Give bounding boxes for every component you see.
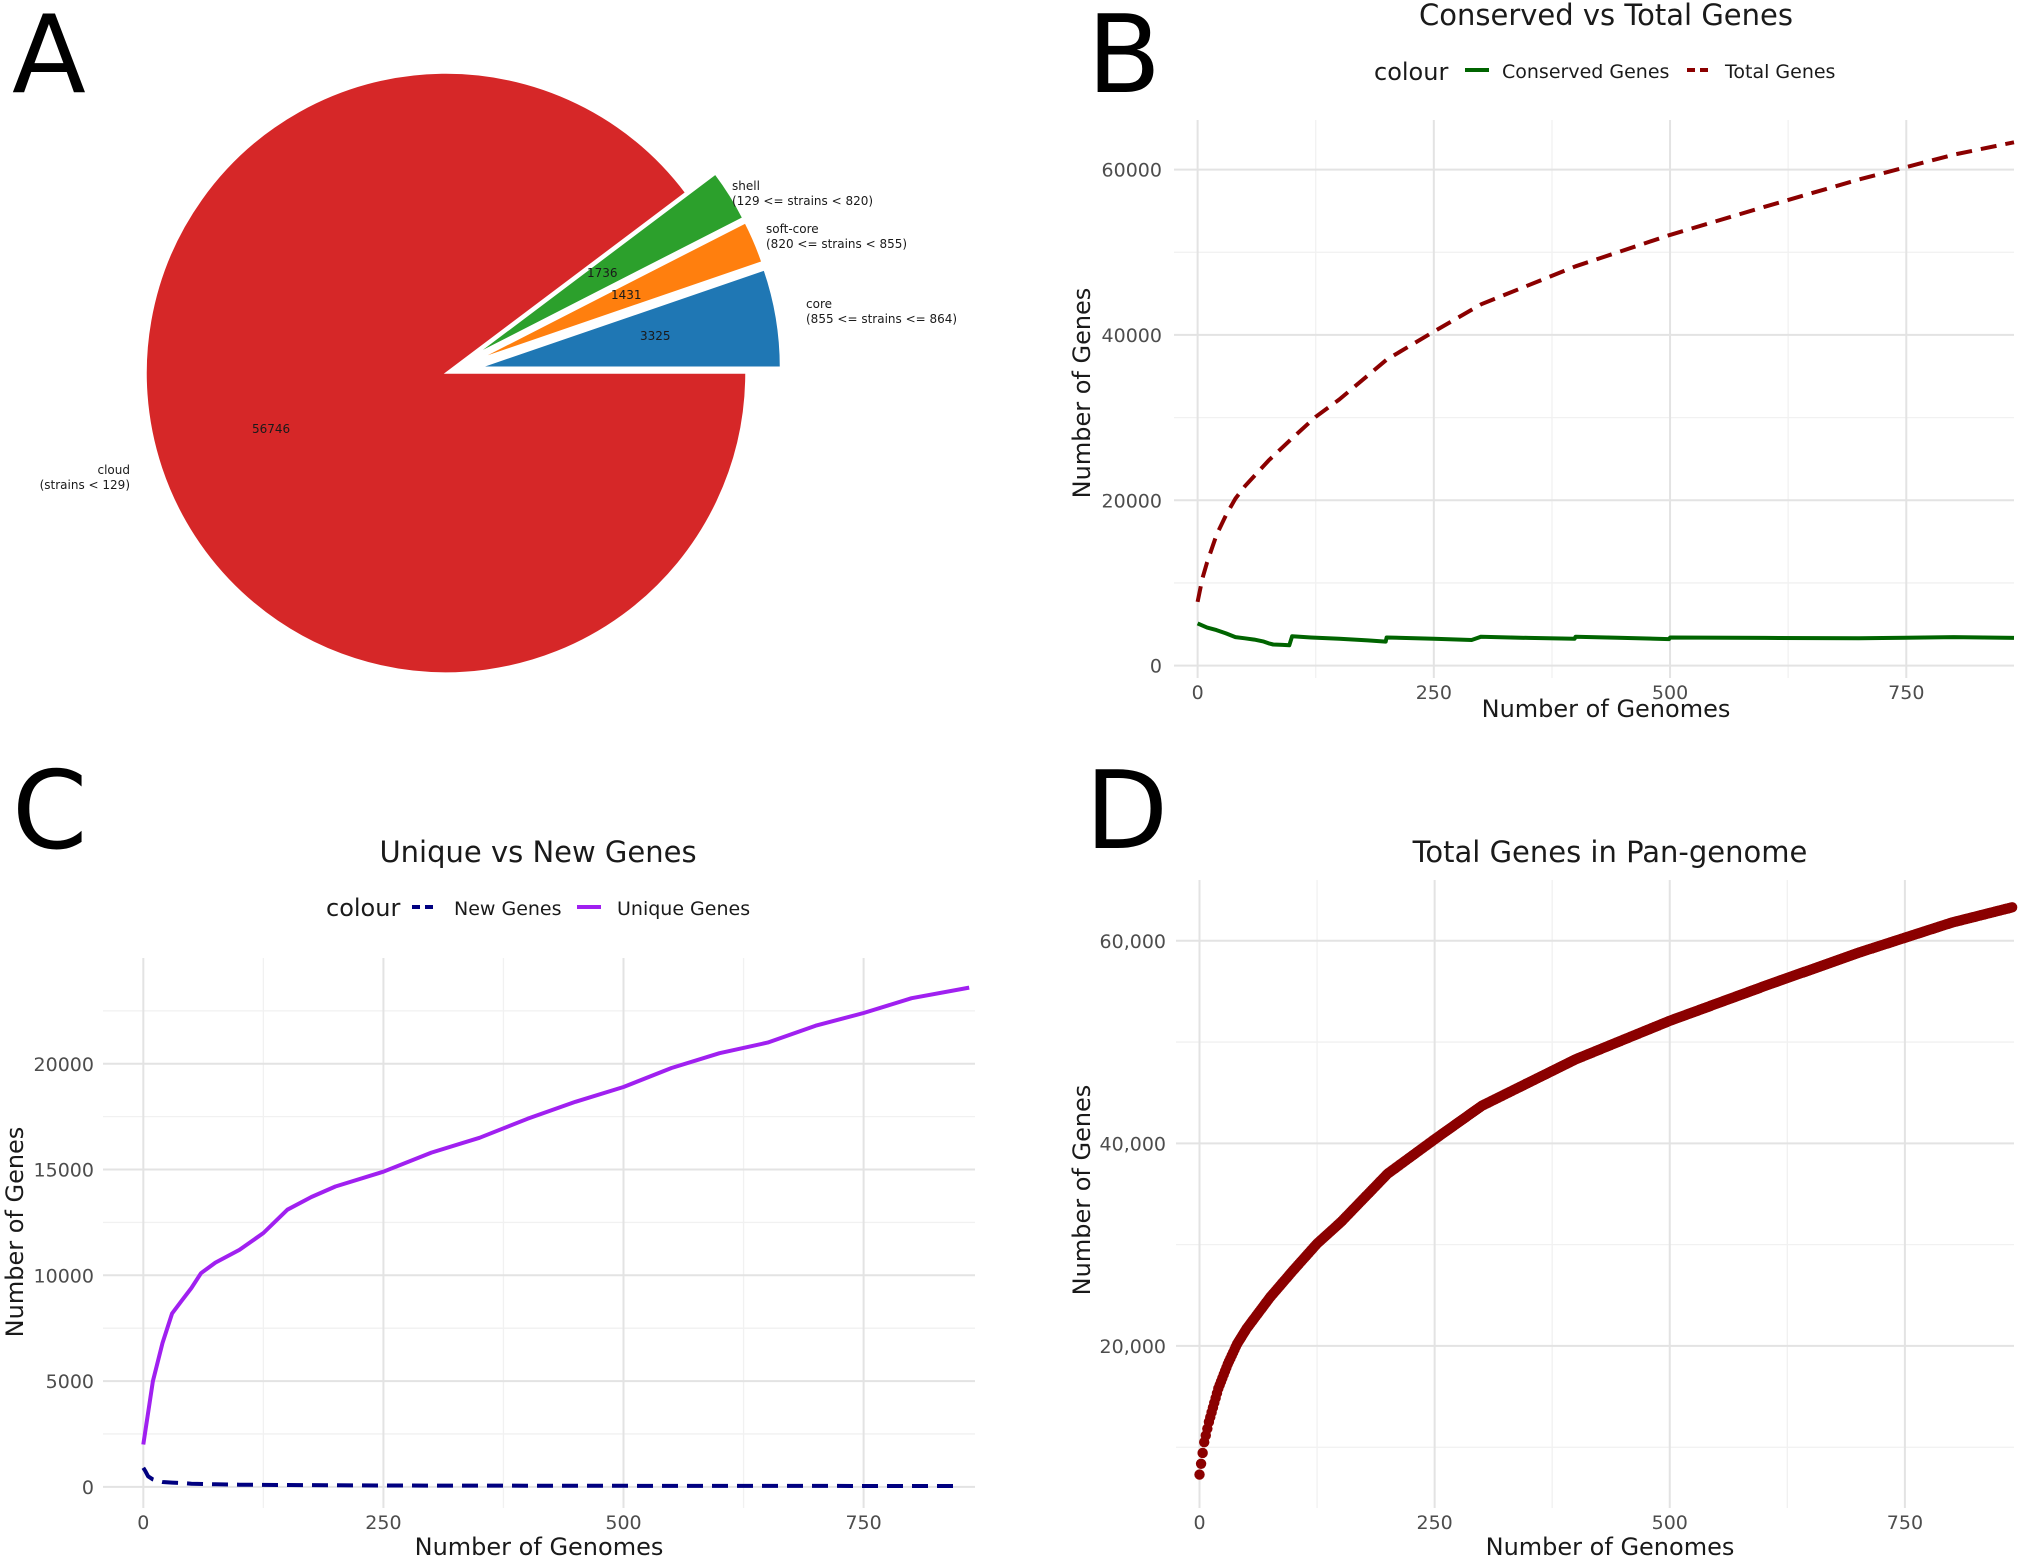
x-tick-label: 0 (1192, 682, 1204, 704)
legend-title-b: colour (1374, 58, 1448, 86)
x-tick-label: 250 (1416, 682, 1452, 704)
scatter-point-pan (1197, 1447, 1208, 1459)
panel-b: B Conserved vs Total Genes colour Conser… (1068, 0, 2015, 723)
plot-c: 0 250 500 750 0 5000 10000 15000 20000 (34, 958, 975, 1534)
plot-b: 0 250 500 750 0 20000 40000 60000 (1102, 120, 2015, 704)
series-line-conserved (1196, 621, 2015, 648)
panel-letter-a: A (12, 0, 86, 118)
pie-label-soft-core-name: soft-core (766, 222, 819, 236)
x-axis-label-d: Number of Genomes (1486, 1533, 1735, 1559)
x-tick-label: 250 (1417, 1512, 1453, 1534)
panel-d: D Total Genes in Pan-genome 0 250 500 750 20… (1068, 749, 2018, 1559)
chart-title-b: Conserved vs Total Genes (1419, 0, 1793, 32)
x-tick-label: 250 (365, 1512, 401, 1534)
legend-label-conserved: Conserved Genes (1502, 61, 1669, 83)
scatter-point-pan (1195, 1458, 1207, 1469)
pie-label-core-name: core (806, 297, 832, 311)
y-tick-label: 0 (1150, 656, 1162, 678)
y-tick-label: 60000 (1102, 160, 1162, 182)
legend-label-total: Total Genes (1724, 61, 1835, 83)
x-tick-label: 0 (137, 1512, 149, 1534)
y-tick-label: 60,000 (1100, 931, 1166, 953)
pie-label-shell-name: shell (732, 179, 760, 193)
pie-chart (145, 72, 782, 674)
legend-c: colour New Genes Unique Genes (326, 894, 750, 922)
pie-label-shell-range: (129 <= strains < 820) (732, 194, 873, 208)
scatter-point-pan (2006, 902, 2018, 913)
pie-slice-core (480, 268, 782, 368)
x-tick-label: 750 (1888, 682, 1924, 704)
pie-value-core: 3325 (640, 329, 671, 343)
legend-title-c: colour (326, 894, 400, 922)
pie-value-soft-core: 1431 (611, 288, 642, 302)
legend-label-unique: Unique Genes (617, 898, 750, 920)
series-line-new (141, 1466, 960, 1488)
y-tick-label: 40000 (1102, 325, 1162, 347)
chart-title-c: Unique vs New Genes (379, 835, 696, 869)
y-tick-label: 40,000 (1100, 1133, 1166, 1155)
pie-slice-softcore (477, 221, 763, 361)
x-tick-label: 750 (845, 1512, 881, 1534)
panel-letter-b: B (1087, 0, 1161, 118)
x-tick-label: 500 (1652, 682, 1688, 704)
pie-label-cloud-range: (strains < 129) (40, 478, 130, 492)
pie-slice-cloud (145, 72, 747, 674)
pie-value-shell: 1736 (587, 266, 618, 280)
y-tick-label: 0 (82, 1477, 94, 1499)
x-axis-label-c: Number of Genomes (415, 1533, 664, 1559)
panel-c: C Unique vs New Genes colour New Genes U… (1, 749, 975, 1559)
y-tick-label: 10000 (34, 1265, 94, 1287)
y-axis-label-c: Number of Genes (1, 1127, 29, 1338)
series-line-total (1195, 140, 2015, 603)
x-tick-label: 500 (1652, 1512, 1688, 1534)
x-tick-label: 0 (1193, 1512, 1205, 1534)
x-axis-label-b: Number of Genomes (1482, 695, 1731, 723)
pie-slice-shell (475, 173, 744, 356)
y-tick-label: 5000 (46, 1371, 94, 1393)
series-line-unique (141, 985, 970, 1445)
legend-b: colour Conserved Genes Total Genes (1374, 58, 1835, 86)
y-tick-label: 20000 (1102, 490, 1162, 512)
x-tick-label: 500 (605, 1512, 641, 1534)
y-tick-label: 20,000 (1100, 1336, 1166, 1358)
y-axis-label-b: Number of Genes (1068, 288, 1096, 499)
legend-label-new: New Genes (454, 898, 562, 920)
panel-letter-d: D (1085, 749, 1168, 874)
panel-letter-c: C (12, 749, 87, 874)
plot-d: 0 250 500 750 20,000 40,000 60,000 (1100, 880, 2018, 1534)
pie-label-core-range: (855 <= strains <= 864) (806, 312, 957, 326)
panel-a: A 3325 1431 1736 56746 core (855 <= stra… (12, 0, 957, 674)
pie-value-cloud: 56746 (252, 422, 290, 436)
chart-title-d: Total Genes in Pan-genome (1412, 835, 1808, 869)
pie-label-cloud-name: cloud (98, 463, 131, 477)
scatter-point-pan (1194, 1469, 1205, 1480)
y-tick-label: 15000 (34, 1160, 94, 1182)
pie-label-soft-core-range: (820 <= strains < 855) (766, 237, 907, 251)
y-axis-label-d: Number of Genes (1068, 1085, 1096, 1296)
x-tick-label: 750 (1887, 1512, 1923, 1534)
y-tick-label: 20000 (34, 1054, 94, 1076)
